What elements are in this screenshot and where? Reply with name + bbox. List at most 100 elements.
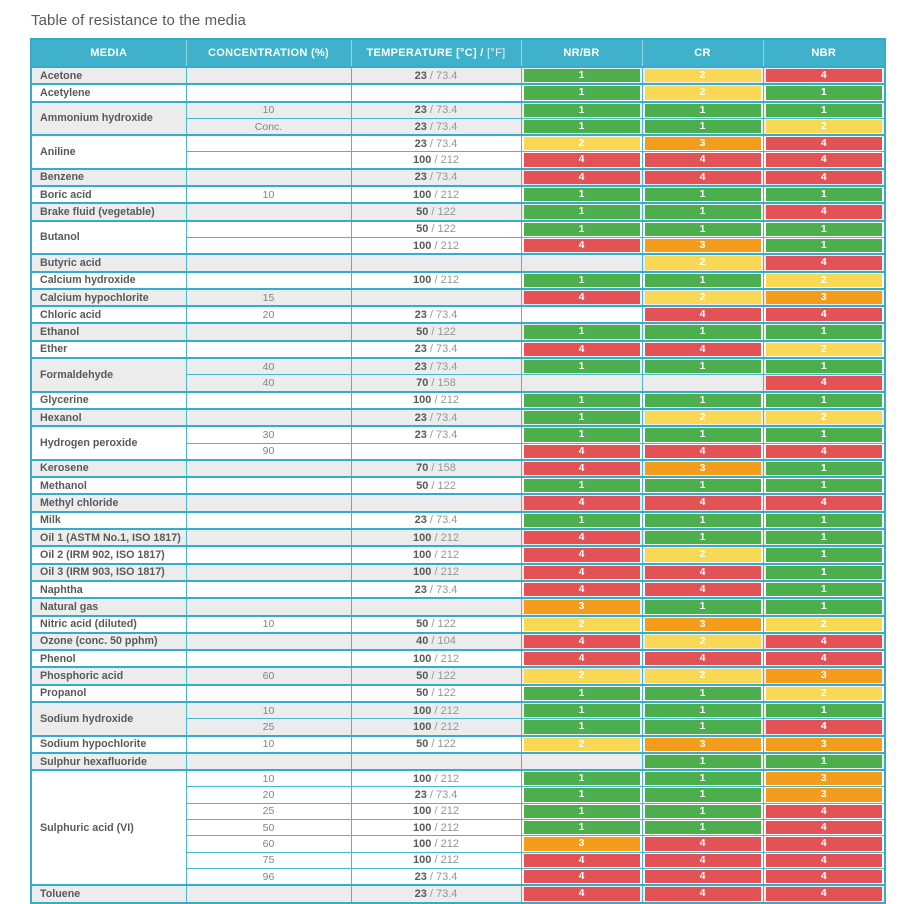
rating-badge: 4 [523, 496, 640, 510]
table-row: Conc. 23 / 73.4 1 1 2 [31, 117, 886, 136]
media-cell: Ammonium hydroxide [30, 100, 187, 136]
temperature-separator: / [431, 566, 441, 579]
temperature-cell: 50 / 122 [350, 322, 522, 342]
concentration-cell: 10 [185, 734, 352, 754]
table-row: 25 100 / 212 1 1 4 [31, 802, 886, 821]
rating-badge: 1 [523, 410, 640, 425]
rating-badge: 1 [765, 479, 882, 493]
temperature-cell [350, 253, 522, 273]
table-row: Kerosene 70 / 158 4 3 1 [30, 458, 886, 478]
temperature-fahrenheit: 212 [440, 239, 459, 252]
rating-badge: 1 [523, 788, 640, 802]
concentration-cell [185, 407, 352, 427]
rating-cell-nbr: 2 [762, 339, 886, 359]
rating-cell-nbr: 4 [762, 631, 886, 651]
rating-cell-nbr: 1 [762, 236, 886, 255]
temperature-celsius: 50 [416, 479, 429, 492]
rating-cell-nrbr: 4 [520, 884, 643, 904]
rating-cell-nrbr: 1 [520, 683, 643, 703]
rating-cell-nrbr: 2 [520, 734, 643, 754]
temperature-celsius: 23 [414, 583, 427, 596]
rating-cell-nbr: 2 [762, 683, 886, 703]
temperature-cell: 100 / 212 [350, 562, 522, 582]
rating-cell-nbr: 3 [762, 786, 886, 804]
temperature-celsius: 23 [414, 343, 427, 356]
rating-badge: 1 [644, 703, 761, 718]
table-row: 25 100 / 212 1 1 4 [31, 718, 886, 737]
rating-badge: 2 [644, 256, 761, 270]
rating-badge: 1 [765, 222, 882, 236]
temperature-cell: 23 / 73.4 [350, 117, 522, 136]
temperature-cell: 23 / 73.4 [350, 339, 522, 359]
temperature-celsius: 23 [414, 69, 427, 82]
rating-badge: 4 [765, 853, 882, 867]
rating-badge: 2 [644, 634, 761, 649]
concentration-cell: 90 [185, 442, 352, 461]
rating-cell-nrbr: 4 [520, 442, 643, 461]
rating-badge: 4 [523, 548, 640, 562]
concentration-cell: 10 [185, 100, 352, 119]
concentration-cell: 20 [185, 786, 352, 804]
temperature-fahrenheit: 104 [437, 635, 456, 648]
temperature-cell: 50 / 122 [350, 202, 522, 222]
rating-cell-nrbr: 1 [520, 510, 643, 530]
rating-badge: 1 [523, 119, 640, 134]
media-cell: Hexanol [30, 407, 187, 427]
rating-cell-nrbr: 1 [520, 786, 643, 804]
rating-cell-nbr: 1 [762, 510, 886, 530]
rating-cell-nbr: 4 [762, 202, 886, 222]
temperature-separator: / [426, 583, 436, 596]
temperature-separator: / [431, 652, 441, 665]
temperature-cell [350, 751, 522, 771]
rating-cell-nbr: 4 [762, 134, 886, 153]
table-row: Glycerine 100 / 212 1 1 1 [30, 390, 886, 410]
concentration-cell [185, 510, 352, 530]
concentration-cell [185, 134, 352, 153]
rating-cell-nbr: 1 [762, 476, 886, 495]
rating-badge: 4 [765, 804, 882, 819]
rating-cell-nbr: 4 [762, 167, 886, 187]
rating-cell-cr: 4 [641, 851, 764, 869]
temperature-celsius: 40 [416, 635, 429, 648]
rating-badge: 1 [523, 772, 640, 786]
media-cell: Ether [30, 339, 187, 359]
temperature-fahrenheit: 212 [440, 652, 459, 665]
media-cell: Benzene [30, 167, 187, 187]
temperature-separator: / [431, 720, 441, 733]
rating-badge: 4 [523, 290, 640, 305]
temperature-fahrenheit: 73.4 [436, 887, 458, 900]
rating-badge: 4 [523, 652, 640, 666]
rating-badge: 4 [644, 582, 761, 597]
rating-cell-nrbr: 1 [520, 700, 643, 720]
concentration-cell [185, 253, 352, 273]
rating-badge: 3 [765, 737, 882, 751]
temperature-celsius: 70 [416, 462, 429, 475]
rating-badge: 4 [765, 308, 882, 322]
temperature-fahrenheit: 122 [437, 206, 456, 219]
concentration-cell [185, 527, 352, 547]
rating-cell-cr: 4 [641, 867, 764, 886]
rating-badge: 3 [644, 137, 761, 151]
rating-badge: 4 [765, 256, 882, 270]
temperature-fahrenheit: 212 [440, 854, 459, 867]
rating-cell-nrbr: 4 [520, 579, 643, 599]
rating-cell-cr: 1 [641, 819, 764, 837]
concentration-cell: 60 [185, 666, 352, 686]
table-row: Brake fluid (vegetable) 50 / 122 1 1 4 [30, 202, 886, 222]
temperature-celsius: 100 [413, 704, 432, 717]
rating-badge: 1 [765, 238, 882, 253]
rating-cell-nbr: 1 [762, 100, 886, 119]
temperature-fahrenheit: 158 [437, 376, 456, 389]
header-cell-cr: CR [641, 38, 764, 68]
temperature-celsius: 23 [414, 411, 427, 424]
rating-cell-nbr: 3 [762, 287, 886, 307]
rating-badge: 3 [644, 461, 761, 476]
temperature-celsius: 23 [414, 870, 427, 883]
temperature-fahrenheit: 122 [437, 618, 456, 631]
rating-cell-nrbr: 1 [520, 819, 643, 837]
rating-badge: 1 [765, 461, 882, 476]
rating-cell-nbr: 1 [762, 751, 886, 771]
concentration-cell [185, 202, 352, 222]
rating-cell-cr: 4 [641, 442, 764, 461]
rating-badge: 1 [765, 531, 882, 545]
